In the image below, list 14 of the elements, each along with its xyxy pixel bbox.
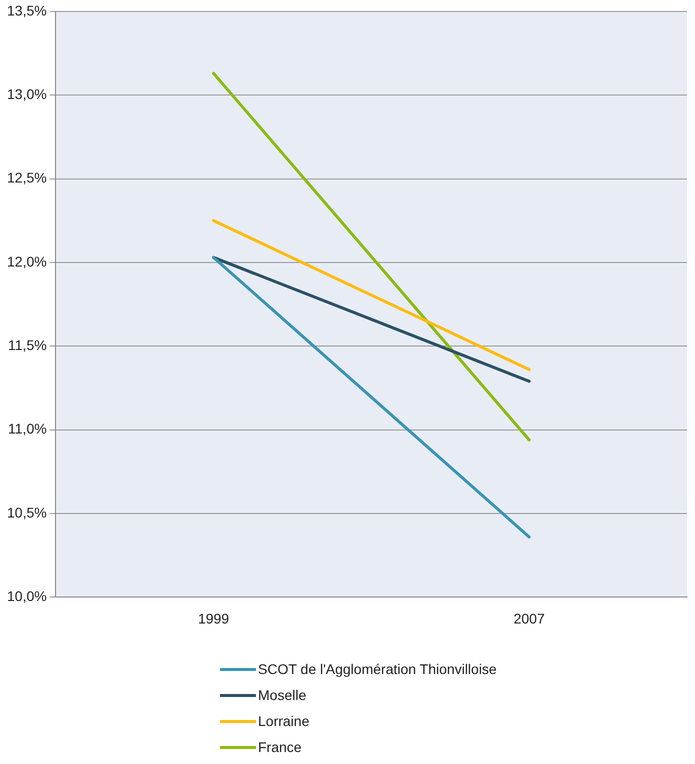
- y-tick-label: 13,0%: [6, 86, 47, 102]
- x-tick-label: 2007: [514, 610, 545, 626]
- y-tick-label: 11,0%: [8, 420, 47, 437]
- legend-label: Moselle: [258, 687, 306, 703]
- legend-label: SCOT de l'Agglomération Thionvilloise: [258, 661, 497, 677]
- legend-label: Lorraine: [258, 713, 310, 729]
- legend-label: France: [258, 739, 302, 755]
- y-tick-label: 10,0%: [6, 588, 47, 604]
- y-tick-label: 11,5%: [8, 337, 47, 353]
- y-tick-label: 12,0%: [6, 253, 47, 270]
- y-tick-label: 10,5%: [6, 504, 47, 520]
- x-tick-label: 1999: [198, 610, 230, 626]
- y-tick-label: 12,5%: [6, 170, 47, 186]
- y-tick-label: 13,5%: [6, 2, 47, 18]
